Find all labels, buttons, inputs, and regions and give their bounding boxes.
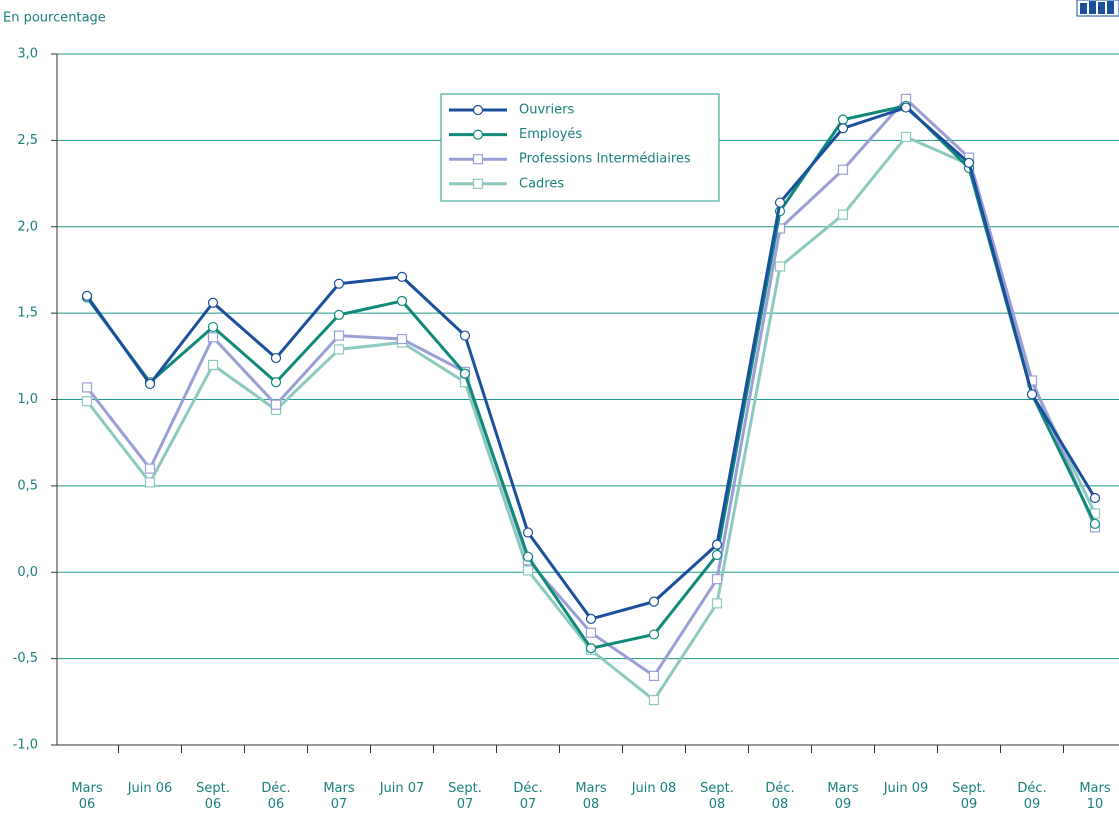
data-point <box>1089 492 1101 504</box>
data-point <box>963 157 975 168</box>
data-point <box>774 261 786 272</box>
legend-marker <box>472 129 484 140</box>
x-tick-label: Mars 09 <box>827 781 859 812</box>
data-point <box>648 629 660 640</box>
x-tick-label: Sept. 07 <box>448 781 482 812</box>
data-point <box>900 131 912 143</box>
y-tick-label: -1,0 <box>13 738 38 753</box>
data-point <box>837 114 849 125</box>
x-tick-label: Déc. 07 <box>513 781 543 812</box>
legend-label: Ouvriers <box>519 103 574 118</box>
legend-label: Cadres <box>519 176 564 191</box>
data-point <box>207 332 219 343</box>
data-point <box>1026 389 1038 400</box>
data-point <box>333 344 345 355</box>
data-point <box>270 377 282 388</box>
data-point <box>207 321 219 333</box>
data-point <box>711 539 723 550</box>
data-point <box>270 352 282 364</box>
data-point <box>837 123 849 134</box>
legend-label: Employés <box>519 127 582 142</box>
x-tick-label: Mars 10 <box>1079 781 1111 812</box>
data-point <box>711 574 723 585</box>
data-point <box>81 396 93 407</box>
data-point <box>585 627 597 638</box>
data-point <box>333 278 345 289</box>
corner-icon <box>1076 0 1119 17</box>
data-point <box>144 378 156 390</box>
y-axis-label: En pourcentage <box>3 11 106 26</box>
data-point <box>585 643 597 654</box>
data-point <box>270 399 282 410</box>
data-point <box>711 598 723 609</box>
data-point <box>207 297 219 308</box>
data-point <box>1089 518 1101 529</box>
data-point <box>396 295 408 307</box>
data-point <box>333 330 345 341</box>
data-point <box>396 333 408 345</box>
y-tick-label: 2,5 <box>17 133 38 148</box>
data-point <box>81 290 93 301</box>
data-point <box>396 271 408 282</box>
x-tick-label: Déc. 06 <box>261 781 291 812</box>
data-point <box>648 596 660 607</box>
legend-marker <box>472 178 484 189</box>
data-point <box>333 309 345 320</box>
data-point <box>648 670 660 682</box>
data-point <box>144 477 156 488</box>
x-tick-label: Juin 09 <box>883 781 929 796</box>
y-tick-label: 3,0 <box>17 47 38 62</box>
y-tick-label: 2,0 <box>17 219 38 234</box>
x-tick-label: Sept. 06 <box>196 781 230 812</box>
x-tick-label: Sept. 08 <box>700 781 734 812</box>
x-tick-label: Mars 06 <box>71 781 103 812</box>
x-tick-label: Déc. 09 <box>1017 781 1047 812</box>
data-point <box>585 613 597 624</box>
data-point <box>837 209 849 220</box>
x-tick-label: Déc. 08 <box>765 781 795 812</box>
x-tick-label: Mars 07 <box>323 781 355 812</box>
data-point <box>459 330 471 341</box>
data-point <box>900 102 912 113</box>
data-point <box>522 527 534 538</box>
data-point <box>522 551 534 562</box>
data-point <box>522 565 534 576</box>
x-tick-label: Juin 08 <box>631 781 677 796</box>
data-point <box>648 694 660 706</box>
x-tick-label: Juin 06 <box>127 781 173 796</box>
data-point <box>207 359 219 371</box>
legend-marker <box>472 154 484 165</box>
legend: Ouvriers Employés Professions Intermédiair… <box>440 93 720 202</box>
legend-marker <box>472 104 484 116</box>
x-tick-label: Sept. 09 <box>952 781 986 812</box>
y-tick-label: 1,0 <box>17 392 38 407</box>
y-tick-label: 0,5 <box>17 478 38 493</box>
y-tick-label: 0,0 <box>17 565 38 580</box>
data-point <box>459 368 471 379</box>
data-point <box>837 164 849 175</box>
x-tick-label: Mars 08 <box>575 781 607 812</box>
data-point <box>774 197 786 208</box>
y-tick-label: 1,5 <box>17 306 38 321</box>
legend-label: Professions Intermédiaires <box>519 152 691 167</box>
y-tick-label: -0,5 <box>13 651 38 666</box>
data-point <box>711 549 723 561</box>
data-point <box>144 463 156 474</box>
data-point <box>81 382 93 393</box>
x-tick-label: Juin 07 <box>379 781 425 796</box>
